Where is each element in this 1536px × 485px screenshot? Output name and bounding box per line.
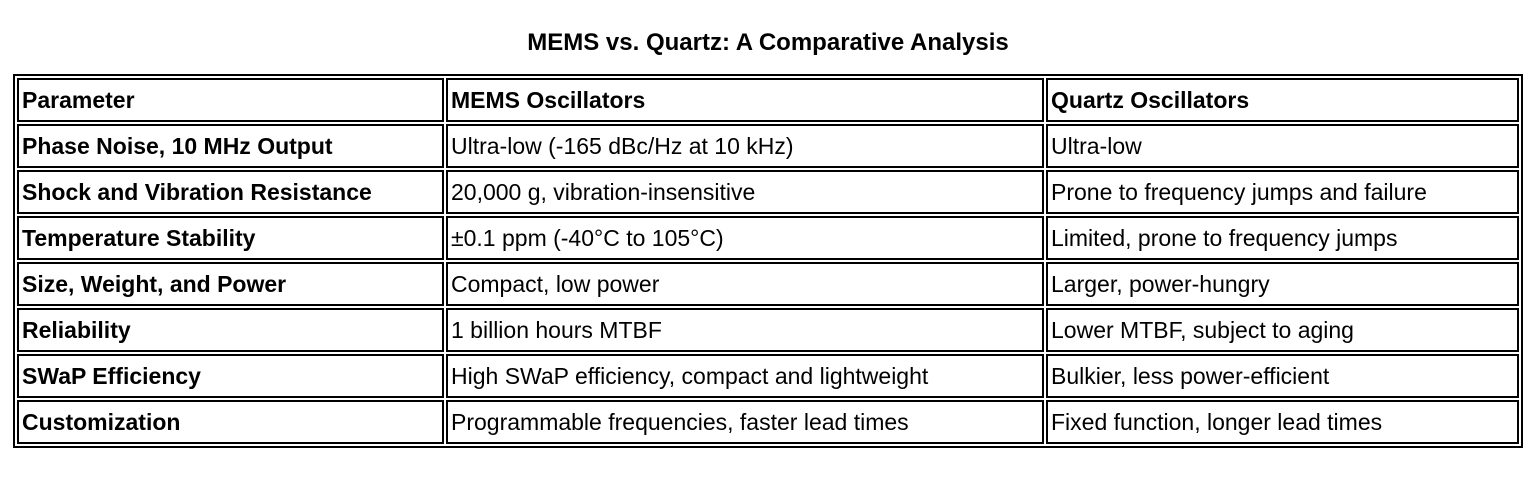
- value-cell: Bulkier, less power-efficient: [1046, 354, 1519, 398]
- parameter-cell: Size, Weight, and Power: [17, 262, 444, 306]
- header-cell: Parameter: [17, 78, 444, 122]
- header-cell: Quartz Oscillators: [1046, 78, 1519, 122]
- value-cell: Lower MTBF, subject to aging: [1046, 308, 1519, 352]
- value-cell: Larger, power-hungry: [1046, 262, 1519, 306]
- table-row: Size, Weight, and Power Compact, low powe…: [17, 262, 1519, 306]
- parameter-cell: Shock and Vibration Resistance: [17, 170, 444, 214]
- table-row: Shock and Vibration Resistance 20,000 g, …: [17, 170, 1519, 214]
- table-row: Reliability 1 billion hours MTBF Lower MTB…: [17, 308, 1519, 352]
- parameter-cell: Phase Noise, 10 MHz Output: [17, 124, 444, 168]
- value-cell: Programmable frequencies, faster lead ti…: [446, 400, 1044, 444]
- value-cell: Compact, low power: [446, 262, 1044, 306]
- value-cell: High SWaP efficiency, compact and lightw…: [446, 354, 1044, 398]
- value-cell: 20,000 g, vibration-insensitive: [446, 170, 1044, 214]
- value-cell: ±0.1 ppm (-40°C to 105°C): [446, 216, 1044, 260]
- table-row: SWaP Efficiency High SWaP efficiency, com…: [17, 354, 1519, 398]
- comparison-table: Parameter MEMS Oscillators Quartz Oscillat…: [13, 74, 1523, 448]
- table-row: Phase Noise, 10 MHz Output Ultra-low (-16…: [17, 124, 1519, 168]
- value-cell: Fixed function, longer lead times: [1046, 400, 1519, 444]
- header-cell: MEMS Oscillators: [446, 78, 1044, 122]
- parameter-cell: SWaP Efficiency: [17, 354, 444, 398]
- value-cell: Limited, prone to frequency jumps: [1046, 216, 1519, 260]
- parameter-cell: Temperature Stability: [17, 216, 444, 260]
- parameter-cell: Customization: [17, 400, 444, 444]
- value-cell: Ultra-low (-165 dBc/Hz at 10 kHz): [446, 124, 1044, 168]
- header-row: Parameter MEMS Oscillators Quartz Oscillat…: [17, 78, 1519, 122]
- value-cell: 1 billion hours MTBF: [446, 308, 1044, 352]
- value-cell: Ultra-low: [1046, 124, 1519, 168]
- value-cell: Prone to frequency jumps and failure: [1046, 170, 1519, 214]
- table-row: Customization Programmable frequencies, f…: [17, 400, 1519, 444]
- title: MEMS vs. Quartz: A Comparative Analysis: [527, 29, 1009, 56]
- table-row: Temperature Stability ±0.1 ppm (-40°C to …: [17, 216, 1519, 260]
- parameter-cell: Reliability: [17, 308, 444, 352]
- table-body: Parameter MEMS Oscillators Quartz Oscillat…: [17, 78, 1519, 444]
